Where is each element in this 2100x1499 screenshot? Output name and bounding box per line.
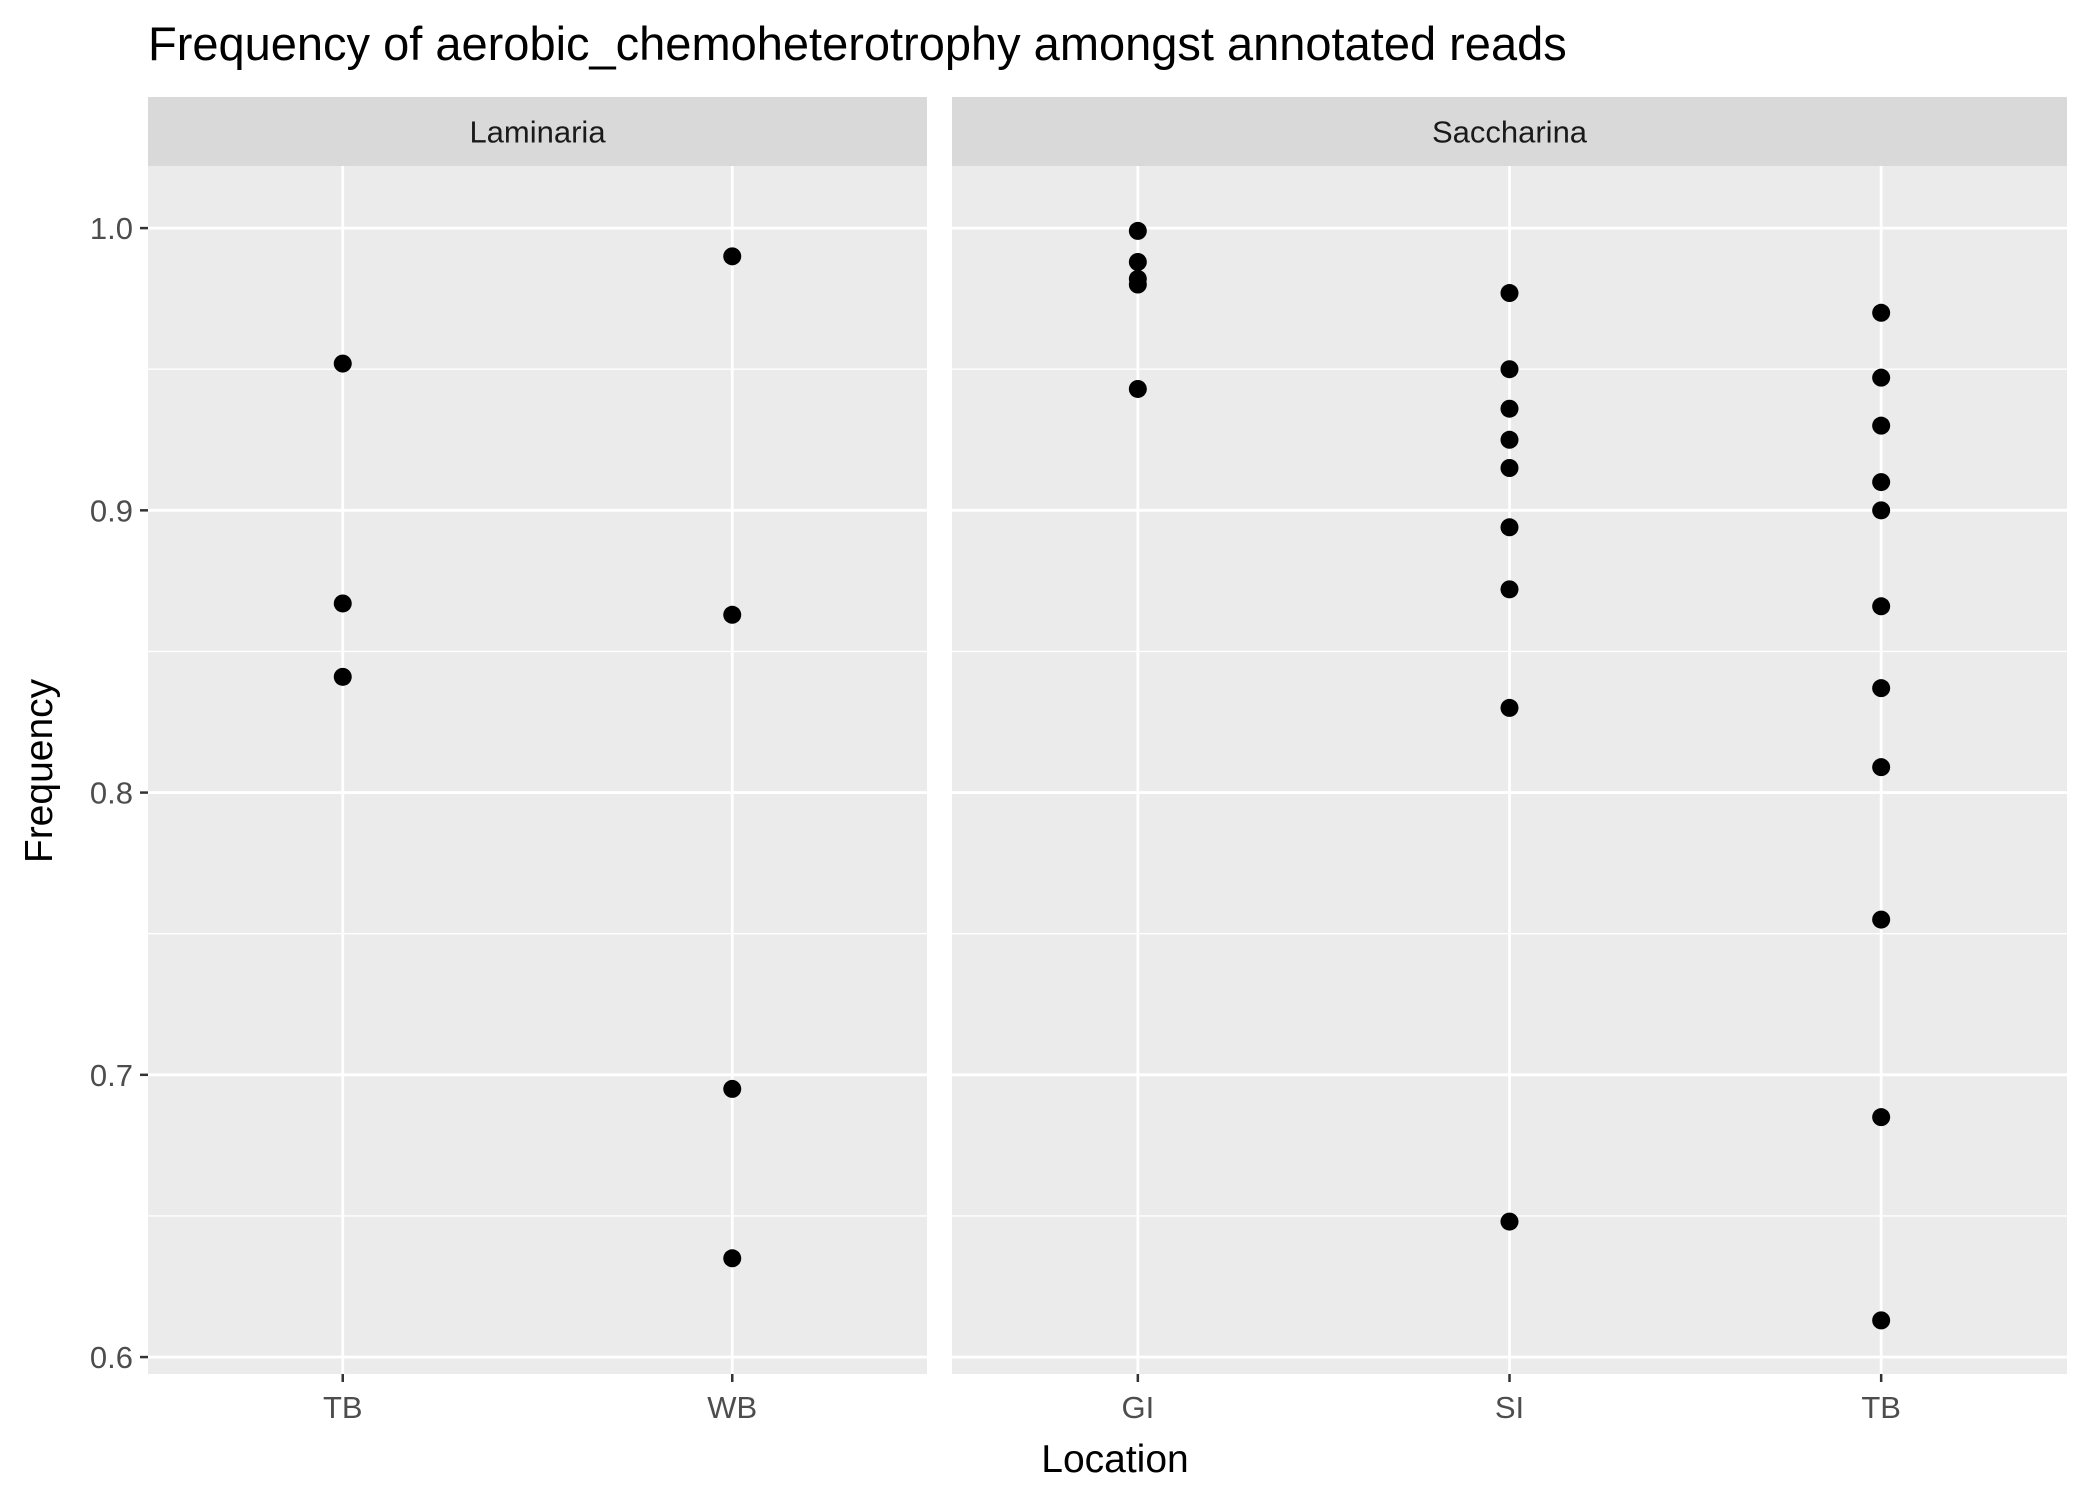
data-point bbox=[723, 605, 742, 624]
data-point bbox=[1872, 303, 1891, 322]
y-tick-label: 0.6 bbox=[90, 1340, 133, 1375]
data-point bbox=[723, 247, 742, 266]
data-point bbox=[333, 667, 352, 686]
data-point bbox=[1500, 399, 1519, 418]
y-tick-label: 0.9 bbox=[90, 493, 133, 528]
x-tick-label: SI bbox=[1495, 1390, 1524, 1425]
data-point bbox=[333, 594, 352, 613]
data-point bbox=[1128, 221, 1147, 240]
data-point bbox=[1872, 368, 1891, 387]
facet-strip bbox=[952, 97, 2067, 166]
data-point bbox=[723, 1079, 742, 1098]
y-tick-label: 1.0 bbox=[90, 211, 133, 246]
y-tick-label: 0.7 bbox=[90, 1058, 133, 1093]
data-point bbox=[1128, 379, 1147, 398]
data-point bbox=[1872, 473, 1891, 492]
y-axis: 0.6 0.7 0.8 0.9 1.0 bbox=[90, 211, 148, 1375]
data-point bbox=[1872, 597, 1891, 616]
data-point bbox=[1872, 758, 1891, 777]
data-point bbox=[1128, 275, 1147, 294]
data-point bbox=[1500, 580, 1519, 599]
y-axis-title: Frequency bbox=[18, 678, 61, 863]
data-point bbox=[1500, 1212, 1519, 1231]
data-point bbox=[1500, 518, 1519, 537]
panel-background bbox=[148, 166, 927, 1374]
data-point bbox=[333, 354, 352, 373]
data-point bbox=[1872, 679, 1891, 698]
facet-strip bbox=[148, 97, 927, 166]
x-tick-label: TB bbox=[1861, 1390, 1901, 1425]
x-tick-label: TB bbox=[323, 1390, 363, 1425]
data-point bbox=[1872, 1311, 1891, 1330]
x-axis-title: Location bbox=[1041, 1438, 1188, 1481]
data-point bbox=[723, 1249, 742, 1268]
x-tick-label: WB bbox=[707, 1390, 757, 1425]
x-tick-label: GI bbox=[1121, 1390, 1154, 1425]
chart-title: Frequency of aerobic_chemoheterotrophy a… bbox=[148, 17, 1567, 70]
data-point bbox=[1128, 252, 1147, 271]
facet-strip-label: Saccharina bbox=[1432, 115, 1588, 150]
data-point bbox=[1872, 910, 1891, 929]
data-point bbox=[1500, 698, 1519, 717]
data-point bbox=[1872, 1108, 1891, 1127]
data-point bbox=[1500, 360, 1519, 379]
facet-panel-saccharina: Saccharina GI SI TB bbox=[952, 97, 2067, 1425]
data-point bbox=[1872, 501, 1891, 520]
facet-strip-label: Laminaria bbox=[469, 115, 606, 150]
data-point bbox=[1500, 430, 1519, 449]
facet-panel-laminaria: Laminaria TB WB bbox=[148, 97, 927, 1425]
data-point bbox=[1500, 284, 1519, 303]
data-point bbox=[1872, 416, 1891, 435]
facet-panels: Laminaria TB WB Saccharina GI SI TB bbox=[148, 97, 2067, 1425]
y-tick-label: 0.8 bbox=[90, 776, 133, 811]
data-point bbox=[1500, 459, 1519, 477]
